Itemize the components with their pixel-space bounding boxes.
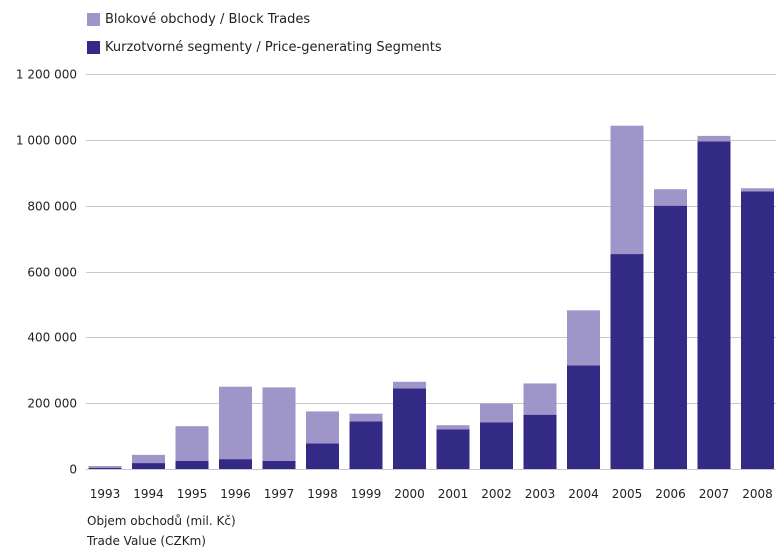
x-tick-label: 2007 [699, 487, 730, 501]
bar-price-generating [610, 254, 644, 469]
bar-price-generating [88, 468, 122, 469]
y-tick-label: 600 000 [27, 266, 77, 280]
x-tick-label: 2006 [655, 487, 686, 501]
x-tick-label: 2000 [394, 487, 425, 501]
bar-price-generating [262, 460, 296, 469]
legend-label-block-trades: Blokové obchody / Block Trades [105, 12, 311, 27]
y-tick-label: 1 200 000 [16, 68, 77, 82]
legend-item-block-trades: Blokové obchody / Block Trades [87, 12, 310, 27]
legend-swatch-block-trades [87, 13, 100, 26]
x-tick-label: 1994 [133, 487, 164, 501]
y-tick-label: 400 000 [27, 331, 77, 345]
x-tick-label: 2003 [525, 487, 556, 501]
bar-block-trades [480, 403, 513, 423]
bar-block-trades [132, 454, 165, 464]
bar-price-generating [523, 414, 557, 469]
legend-swatch-price-generating [87, 41, 100, 54]
bar-block-trades [262, 387, 296, 461]
bar-price-generating [306, 443, 339, 469]
y-tick-label: 0 [69, 463, 77, 477]
y-axis-ticks: 0 200 000 400 000 600 000 800 000 1 000 000 1 … [16, 68, 77, 477]
bar-price-generating [393, 388, 426, 469]
y-tick-label: 1 000 000 [16, 134, 77, 148]
bar-price-generating [480, 422, 513, 469]
x-tick-label: 1995 [177, 487, 208, 501]
x-tick-label: 2008 [742, 487, 773, 501]
y-tick-label: 200 000 [27, 397, 77, 411]
bar-block-trades [654, 189, 687, 206]
bar-block-trades [306, 411, 339, 444]
x-tick-label: 2001 [438, 487, 469, 501]
x-tick-label: 1996 [220, 487, 251, 501]
bar-block-trades [741, 188, 774, 192]
bar-block-trades [219, 386, 252, 460]
bar-price-generating [741, 191, 774, 469]
x-axis-title-english: Trade Value (CZKm) [87, 534, 206, 548]
x-tick-label: 1997 [264, 487, 295, 501]
bar-block-trades [175, 426, 209, 461]
bar-block-trades [88, 466, 122, 469]
bar-price-generating [697, 141, 731, 469]
bar-block-trades [610, 125, 644, 255]
bar-price-generating [349, 421, 383, 469]
x-tick-label: 1999 [351, 487, 382, 501]
legend-item-price-generating: Kurzotvorné segmenty / Price-generating … [87, 40, 442, 55]
x-tick-label: 2004 [568, 487, 599, 501]
bar-block-trades [436, 425, 470, 430]
bar-price-generating [654, 205, 687, 469]
x-axis-ticks: 1993 1994 1995 1996 1997 1998 1999 2000 2001 2002… [90, 487, 773, 501]
bar-price-generating [219, 459, 252, 469]
x-tick-label: 1993 [90, 487, 121, 501]
y-tick-label: 800 000 [27, 200, 77, 214]
bar-price-generating [175, 460, 209, 469]
bar-block-trades [697, 135, 731, 142]
bar-block-trades [523, 383, 557, 415]
bar-block-trades [349, 413, 383, 422]
bar-price-generating [436, 429, 470, 469]
bar-price-generating [132, 463, 165, 469]
bar-block-trades [567, 310, 600, 366]
bars [88, 125, 774, 469]
bar-block-trades [393, 381, 426, 389]
bar-price-generating [567, 365, 600, 469]
x-axis-title-czech: Objem obchodů (mil. Kč) [87, 514, 236, 528]
x-tick-label: 1998 [307, 487, 338, 501]
legend-label-price-generating: Kurzotvorné segmenty / Price-generating … [105, 40, 442, 55]
x-tick-label: 2005 [612, 487, 643, 501]
x-tick-label: 2002 [481, 487, 512, 501]
